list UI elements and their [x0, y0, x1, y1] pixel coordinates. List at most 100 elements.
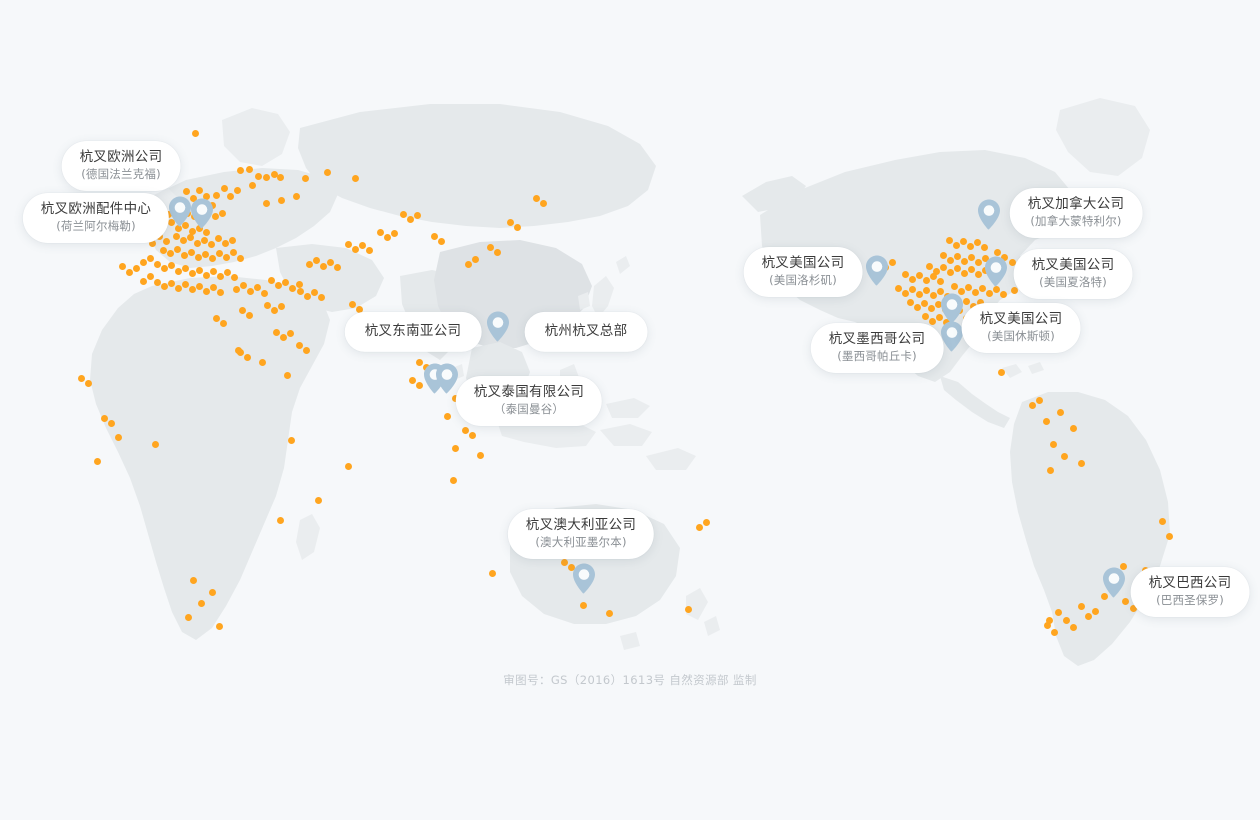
city-dot: [212, 314, 220, 322]
label-usa-houston[interactable]: 杭叉美国公司 (美国休斯顿): [961, 303, 1081, 353]
city-dot: [302, 346, 310, 354]
label-usa-charlotte[interactable]: 杭叉美国公司 (美国夏洛特): [1013, 249, 1133, 299]
city-dot: [579, 601, 587, 609]
pin-mexico[interactable]: [939, 320, 965, 354]
city-dot: [351, 174, 359, 182]
city-dot: [207, 240, 215, 248]
city-dot: [216, 272, 224, 280]
city-dot: [985, 289, 993, 297]
pin-hangzhou-hq[interactable]: [485, 310, 511, 344]
pin-europe-parts-center[interactable]: [167, 195, 193, 229]
label-southeast-asia[interactable]: 杭叉东南亚公司: [344, 311, 482, 353]
city-dot: [159, 246, 167, 254]
label-europe-parts-center[interactable]: 杭叉欧洲配件中心 (荷兰阿尔梅勒): [22, 193, 170, 243]
pin-europe-company[interactable]: [189, 197, 215, 231]
city-dot: [1008, 258, 1016, 266]
city-dot: [189, 194, 197, 202]
city-dot: [77, 374, 85, 382]
city-dot: [301, 174, 309, 182]
city-dot: [978, 284, 986, 292]
city-dot: [245, 311, 253, 319]
city-dot: [921, 312, 929, 320]
city-dot: [1049, 440, 1057, 448]
city-dot: [464, 260, 472, 268]
label-subtitle: (巴西圣保罗): [1156, 593, 1224, 608]
pin-usa-charlotte[interactable]: [983, 255, 1009, 289]
city-dot: [957, 287, 965, 295]
city-dot: [202, 271, 210, 279]
label-hangzhou-hq[interactable]: 杭州杭叉总部: [524, 311, 648, 353]
city-dot: [928, 317, 936, 325]
city-dot: [314, 496, 322, 504]
city-dot: [296, 287, 304, 295]
city-dot: [415, 381, 423, 389]
city-dot: [214, 234, 222, 242]
city-dot: [684, 605, 692, 613]
pin-usa-los-angeles[interactable]: [864, 254, 890, 288]
city-dot: [211, 212, 219, 220]
label-mexico[interactable]: 杭叉墨西哥公司 (墨西哥帕丘卡): [810, 323, 944, 373]
city-dot: [201, 250, 209, 258]
city-dot: [270, 306, 278, 314]
city-dot: [277, 196, 285, 204]
city-dot: [167, 261, 175, 269]
city-dot: [218, 209, 226, 217]
label-europe-company[interactable]: 杭叉欧洲公司 (德国法兰克福): [61, 141, 181, 191]
city-dot: [292, 192, 300, 200]
city-dot: [908, 285, 916, 293]
label-title: 杭叉澳大利亚公司: [525, 517, 637, 534]
city-dot: [922, 276, 930, 284]
city-dot: [181, 221, 189, 229]
city-dot: [927, 304, 935, 312]
city-dot: [936, 277, 944, 285]
city-dot: [971, 288, 979, 296]
city-dot: [443, 412, 451, 420]
city-dot: [493, 248, 501, 256]
city-dot: [513, 223, 521, 231]
pin-usa-houston[interactable]: [939, 292, 965, 326]
city-dot: [952, 241, 960, 249]
label-title: 杭州杭叉总部: [544, 322, 628, 339]
label-usa-los-angeles[interactable]: 杭叉美国公司 (美国洛杉矶): [743, 247, 863, 297]
city-dot: [283, 371, 291, 379]
label-thailand[interactable]: 杭叉泰国有限公司 （泰国曼谷）: [455, 376, 603, 426]
city-dot: [437, 237, 445, 245]
pin-canada[interactable]: [976, 198, 1002, 232]
city-dot: [915, 271, 923, 279]
city-dot: [964, 283, 972, 291]
city-dot: [390, 229, 398, 237]
city-dot: [151, 440, 159, 448]
city-dot: [202, 287, 210, 295]
city-dot: [929, 291, 937, 299]
city-dot: [303, 292, 311, 300]
city-dot: [262, 173, 270, 181]
label-australia[interactable]: 杭叉澳大利亚公司 (澳大利亚墨尔本): [507, 509, 655, 559]
pin-australia[interactable]: [571, 562, 597, 596]
city-dot: [239, 281, 247, 289]
city-dot: [925, 262, 933, 270]
city-dot: [173, 245, 181, 253]
label-canada[interactable]: 杭叉加拿大公司 (加拿大蒙特利尔): [1009, 188, 1143, 238]
city-dot: [188, 285, 196, 293]
city-dot: [1043, 621, 1051, 629]
city-dot: [191, 129, 199, 137]
label-brazil[interactable]: 杭叉巴西公司 (巴西圣保罗): [1130, 567, 1250, 617]
city-dot: [946, 268, 954, 276]
label-subtitle: (荷兰阿尔梅勒): [56, 219, 136, 234]
city-dot: [209, 283, 217, 291]
city-dot: [936, 287, 944, 295]
city-dot: [229, 248, 237, 256]
pin-thailand-b[interactable]: [434, 362, 460, 396]
city-dot: [200, 236, 208, 244]
label-title: 杭叉泰国有限公司: [473, 384, 585, 401]
city-dot: [932, 267, 940, 275]
city-dot: [560, 558, 568, 566]
city-dot: [351, 245, 359, 253]
city-dot: [1158, 517, 1166, 525]
city-dot: [993, 248, 1001, 256]
city-dot: [195, 282, 203, 290]
city-dot: [1100, 592, 1108, 600]
city-dot: [180, 251, 188, 259]
city-dot: [216, 288, 224, 296]
pin-brazil[interactable]: [1101, 566, 1127, 600]
